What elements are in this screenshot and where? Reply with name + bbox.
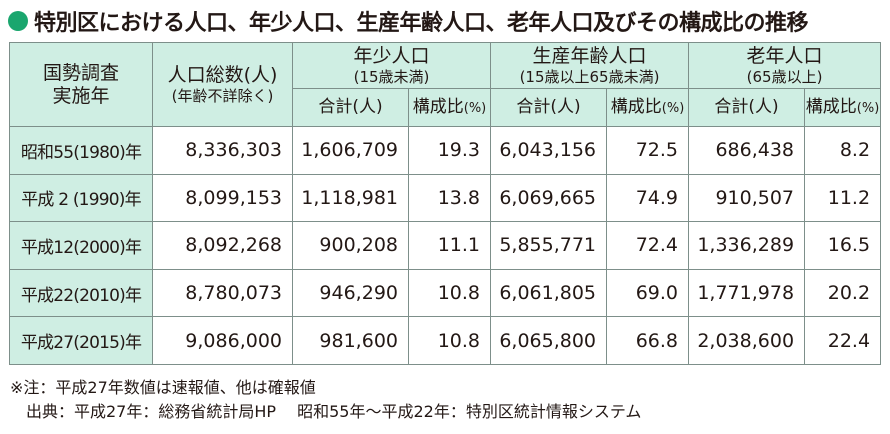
year-cell: 昭和55(1980)年	[9, 126, 153, 175]
young-ratio-label: 構成比	[412, 97, 464, 118]
young-group-header: 年少人口 (15歳未満)	[291, 42, 492, 89]
working-count-cell: 6,065,800	[490, 316, 608, 365]
year-cell: 平成12(2000)年	[9, 221, 153, 270]
working-count-cell: 6,069,665	[490, 173, 608, 223]
page-title: 特別区における人口、年少人口、生産年齢人口、老年人口及びその構成比の推移	[34, 11, 809, 36]
working-ratio-cell: 74.9	[606, 173, 690, 223]
old-ratio-cell: 20.2	[804, 268, 882, 318]
total-cell: 8,099,153	[152, 173, 293, 223]
total-cell: 8,092,268	[152, 221, 293, 270]
young-ratio-cell: 19.3	[407, 126, 492, 175]
footnote: ※注：平成27年数値は速報値、他は確報値	[10, 378, 316, 397]
source-note: 出典：平成27年：総務省統計局HP 昭和55年～平成22年：特別区統計情報システ…	[10, 402, 642, 421]
working-ratio-cell: 72.5	[606, 126, 690, 175]
working-ratio-cell: 69.0	[606, 268, 690, 318]
old-group-header: 老年人口 (65歳以上)	[688, 42, 882, 89]
young-ratio-unit: (%)	[463, 101, 487, 117]
working-group-label: 生産年齢人口	[532, 45, 647, 68]
old-sum-header: 合計(人)	[688, 88, 806, 127]
young-count-cell: 1,118,981	[292, 173, 409, 223]
working-group-sub: (15歳以上65歳未満)	[519, 67, 660, 86]
total-header-note: (年齢不詳除く)	[171, 86, 274, 105]
year-cell: 平成27(2015)年	[9, 316, 153, 365]
table-row: 昭和55(1980)年 8,336,303 1,606,709 19.3 6,0…	[9, 126, 882, 175]
young-group-label: 年少人口	[353, 45, 430, 68]
old-ratio-unit: (%)	[856, 101, 880, 117]
old-ratio-header: 構成比(%)	[804, 88, 882, 127]
young-ratio-cell: 11.1	[407, 221, 492, 270]
working-ratio-cell: 72.4	[606, 221, 690, 270]
young-sum-header: 合計(人)	[292, 88, 409, 127]
working-ratio-cell: 66.8	[606, 316, 690, 365]
old-count-cell: 2,038,600	[688, 316, 806, 365]
young-count-cell: 946,290	[292, 268, 409, 318]
working-ratio-unit: (%)	[661, 101, 685, 117]
old-ratio-cell: 22.4	[804, 316, 882, 365]
table-row: 平成12(2000)年 8,092,268 900,208 11.1 5,855…	[9, 221, 882, 270]
table-row: 平成22(2010)年 8,780,073 946,290 10.8 6,061…	[9, 268, 882, 318]
young-ratio-cell: 13.8	[407, 173, 492, 223]
year-column-header: 国勢調査 実施年	[9, 42, 153, 127]
total-header-label: 人口総数(人)	[167, 64, 278, 87]
old-ratio-cell: 16.5	[804, 221, 882, 270]
young-ratio-header: 構成比(%)	[407, 88, 492, 127]
old-count-cell: 1,771,978	[688, 268, 806, 318]
header-row-2: 合計(人) 構成比(%) 合計(人) 構成比(%) 合計(人) 構成比(%)	[10, 88, 882, 127]
old-group-sub: (65歳以上)	[746, 67, 823, 86]
old-group-label: 老年人口	[746, 45, 823, 68]
year-header-line1: 国勢調査	[42, 61, 119, 84]
working-count-cell: 6,043,156	[490, 126, 608, 175]
working-ratio-header: 構成比(%)	[606, 88, 690, 127]
header-row-1: 国勢調査 実施年 人口総数(人) (年齢不詳除く) 年少人口 (15歳未満) 生…	[9, 42, 882, 127]
old-ratio-cell: 8.2	[804, 126, 882, 175]
old-ratio-cell: 11.2	[804, 173, 882, 223]
working-count-cell: 5,855,771	[490, 221, 608, 270]
young-ratio-cell: 10.8	[407, 316, 492, 365]
working-sum-header: 合計(人)	[490, 88, 608, 127]
year-cell: 平成 2 (1990)年	[9, 173, 153, 223]
old-ratio-label: 構成比	[805, 97, 857, 118]
old-count-cell: 1,336,289	[688, 221, 806, 270]
year-cell: 平成22(2010)年	[9, 268, 153, 318]
old-count-cell: 686,438	[688, 126, 806, 175]
young-count-cell: 981,600	[292, 316, 409, 365]
total-column-header: 人口総数(人) (年齢不詳除く)	[152, 42, 293, 127]
total-cell: 9,086,000	[152, 316, 293, 365]
population-table: 国勢調査 実施年 人口総数(人) (年齢不詳除く) 年少人口 (15歳未満) 生…	[9, 42, 882, 365]
young-count-cell: 900,208	[292, 221, 409, 270]
working-ratio-label: 構成比	[610, 97, 662, 118]
young-count-cell: 1,606,709	[292, 126, 409, 175]
table-row: 平成 2 (1990)年 8,099,153 1,118,981 13.8 6,…	[9, 173, 882, 223]
young-group-sub: (15歳未満)	[353, 67, 430, 86]
young-ratio-cell: 10.8	[407, 268, 492, 318]
old-count-cell: 910,507	[688, 173, 806, 223]
total-cell: 8,780,073	[152, 268, 293, 318]
total-cell: 8,336,303	[152, 126, 293, 175]
working-count-cell: 6,061,805	[490, 268, 608, 318]
working-group-header: 生産年齢人口 (15歳以上65歳未満)	[490, 42, 690, 89]
year-header-line2: 実施年	[52, 84, 110, 107]
title-row: 特別区における人口、年少人口、生産年齢人口、老年人口及びその構成比の推移	[8, 6, 809, 36]
table-row: 平成27(2015)年 9,086,000 981,600 10.8 6,065…	[9, 316, 882, 365]
bullet-circle-icon	[8, 11, 28, 31]
